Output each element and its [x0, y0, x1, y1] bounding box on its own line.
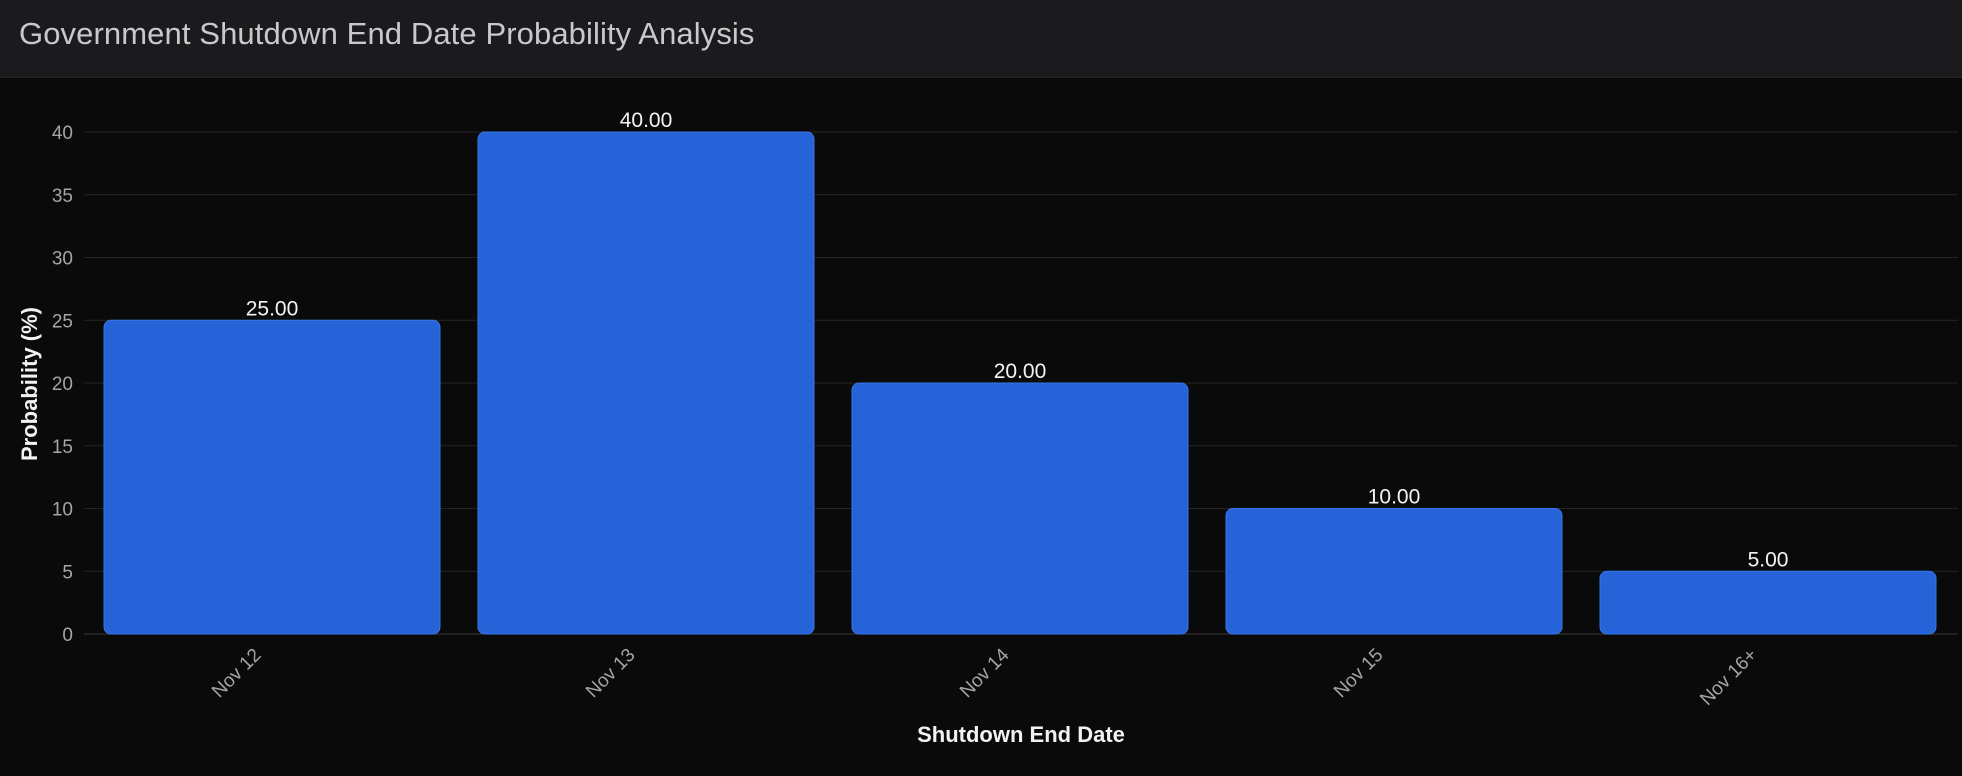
- bar-value-label: 40.00: [620, 109, 673, 132]
- y-tick-label: 25: [52, 311, 73, 332]
- y-tick-label: 40: [52, 123, 73, 144]
- bar: [851, 382, 1189, 635]
- bar: [477, 131, 815, 635]
- bar-value-label: 10.00: [1368, 486, 1421, 509]
- bar: [1225, 508, 1563, 635]
- x-tick-label: Nov 15: [1330, 645, 1387, 702]
- bar: [103, 319, 441, 635]
- y-tick-label: 5: [62, 562, 73, 583]
- bar: [1599, 570, 1937, 635]
- y-axis-ticks: 0 5 10 15 20 25 30 35 40: [52, 123, 73, 646]
- y-tick-label: 15: [52, 437, 73, 458]
- y-tick-label: 0: [62, 625, 73, 646]
- x-axis-label: Shutdown End Date: [917, 722, 1125, 747]
- chart-title: Government Shutdown End Date Probability…: [19, 16, 755, 51]
- bar-value-label: 25.00: [246, 297, 299, 320]
- y-tick-label: 30: [52, 249, 73, 270]
- bars: [103, 131, 1937, 635]
- y-tick-label: 10: [52, 500, 73, 521]
- x-axis-ticks: Nov 12 Nov 13 Nov 14 Nov 15 Nov 16+: [208, 644, 1761, 710]
- x-tick-label: Nov 14: [956, 644, 1014, 702]
- x-tick-label: Nov 16+: [1696, 645, 1761, 710]
- y-tick-label: 20: [52, 374, 73, 395]
- y-axis-label: Probability (%): [17, 307, 42, 461]
- bar-chart: 0 5 10 15 20 25 30 35 40 25.00 40.00 20.00 10.00 5.0…: [17, 109, 1958, 747]
- bar-value-label: 5.00: [1748, 548, 1789, 571]
- chart-header: Government Shutdown End Date Probability…: [0, 0, 1962, 78]
- x-tick-label: Nov 12: [208, 645, 265, 702]
- data-labels: 25.00 40.00 20.00 10.00 5.00: [246, 109, 1789, 571]
- x-tick-label: Nov 13: [582, 645, 639, 702]
- bar-value-label: 20.00: [994, 360, 1047, 383]
- y-tick-label: 35: [52, 186, 73, 207]
